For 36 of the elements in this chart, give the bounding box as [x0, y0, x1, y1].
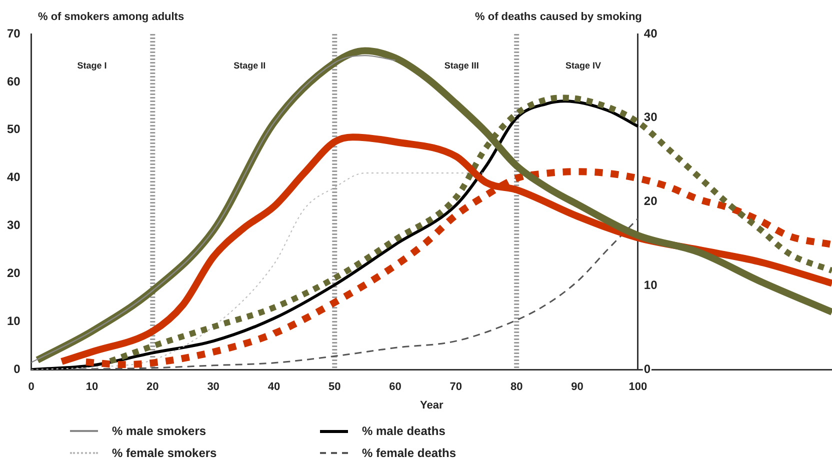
x-tick-label: 20	[146, 381, 159, 394]
x-tick-label: 60	[389, 381, 402, 394]
y-tick-label: 10	[6, 314, 21, 328]
y-tick-label: 70	[6, 26, 21, 40]
annotation: Stage I	[77, 60, 107, 70]
x-tick-label: 80	[510, 381, 523, 394]
line-series	[31, 100, 640, 370]
y2-axis-title: % of deaths caused by smoking	[475, 11, 642, 23]
x-tick-label: 30	[207, 381, 220, 394]
y2-tick-label: 30	[644, 110, 658, 124]
y2-tick-label: 40	[644, 26, 658, 40]
y2-tick-label: 10	[644, 278, 658, 292]
annotation: Stage IV	[565, 60, 602, 70]
annotation: Stage III	[444, 60, 479, 70]
legend-label: % female smokers	[112, 446, 217, 460]
x-tick-label: 0	[28, 381, 34, 394]
legend-label: % male deaths	[362, 424, 446, 438]
y-tick-label: 50	[6, 122, 21, 136]
y-tick-label: 60	[6, 74, 21, 88]
x-tick-label: 100	[628, 381, 648, 394]
y2-tick-label: 20	[644, 194, 658, 208]
x-axis-title: Year	[420, 399, 444, 412]
y-tick-label: 30	[6, 218, 21, 232]
x-tick-label: 70	[450, 381, 462, 394]
legend-label: % male smokers	[112, 424, 206, 438]
legend-label: % female deaths	[362, 446, 456, 460]
y-tick-label: 20	[6, 266, 21, 280]
y-axis-title: % of smokers among adults	[38, 11, 184, 23]
y-tick-label: 40	[6, 170, 21, 184]
annotation: Stage II	[234, 60, 266, 70]
x-tick-label: 50	[328, 381, 341, 394]
x-tick-label: 10	[86, 381, 98, 394]
line-series	[31, 54, 396, 364]
x-tick-label: 90	[571, 381, 584, 394]
y-tick-label: 0	[14, 362, 21, 376]
x-tick-label: 40	[268, 381, 280, 394]
